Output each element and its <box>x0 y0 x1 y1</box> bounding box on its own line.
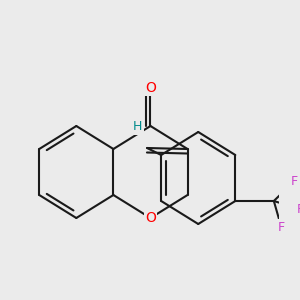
Text: F: F <box>278 220 285 233</box>
Text: F: F <box>291 175 298 188</box>
Text: O: O <box>145 81 156 95</box>
Text: F: F <box>296 202 300 215</box>
Text: H: H <box>133 121 142 134</box>
Text: O: O <box>145 211 156 225</box>
